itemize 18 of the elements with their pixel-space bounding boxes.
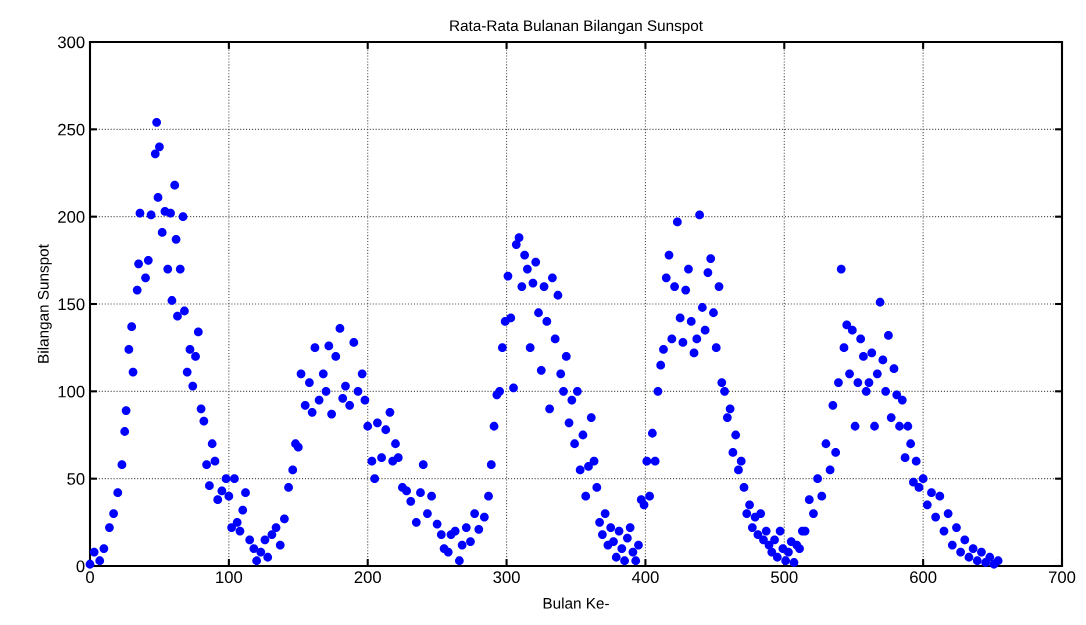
x-tick-label: 300	[493, 571, 520, 584]
y-tick-label: 250	[58, 123, 85, 136]
chart-title: Rata-Rata Bulanan Bilangan Sunspot	[450, 19, 703, 35]
y-tick-label: 0	[76, 560, 85, 573]
y-tick-label: 100	[58, 385, 85, 398]
x-tick-label: 600	[910, 571, 937, 584]
x-tick-label: 100	[216, 571, 243, 584]
y-tick-label: 200	[58, 211, 85, 223]
y-tick-label: 300	[57, 36, 85, 49]
x-tick-label: 400	[631, 571, 659, 584]
y-tick-label: 50	[67, 473, 85, 485]
x-tick-label: 500	[771, 571, 798, 584]
x-tick-label: 200	[354, 571, 381, 584]
x-axis-title: Bulan Ke-	[543, 597, 609, 609]
y-tick-label: 150	[58, 298, 85, 311]
x-tick-label: 0	[86, 571, 94, 584]
y-axis-title: Bilangan Sunspot	[37, 244, 52, 363]
x-tick-label: 700	[1048, 571, 1076, 584]
